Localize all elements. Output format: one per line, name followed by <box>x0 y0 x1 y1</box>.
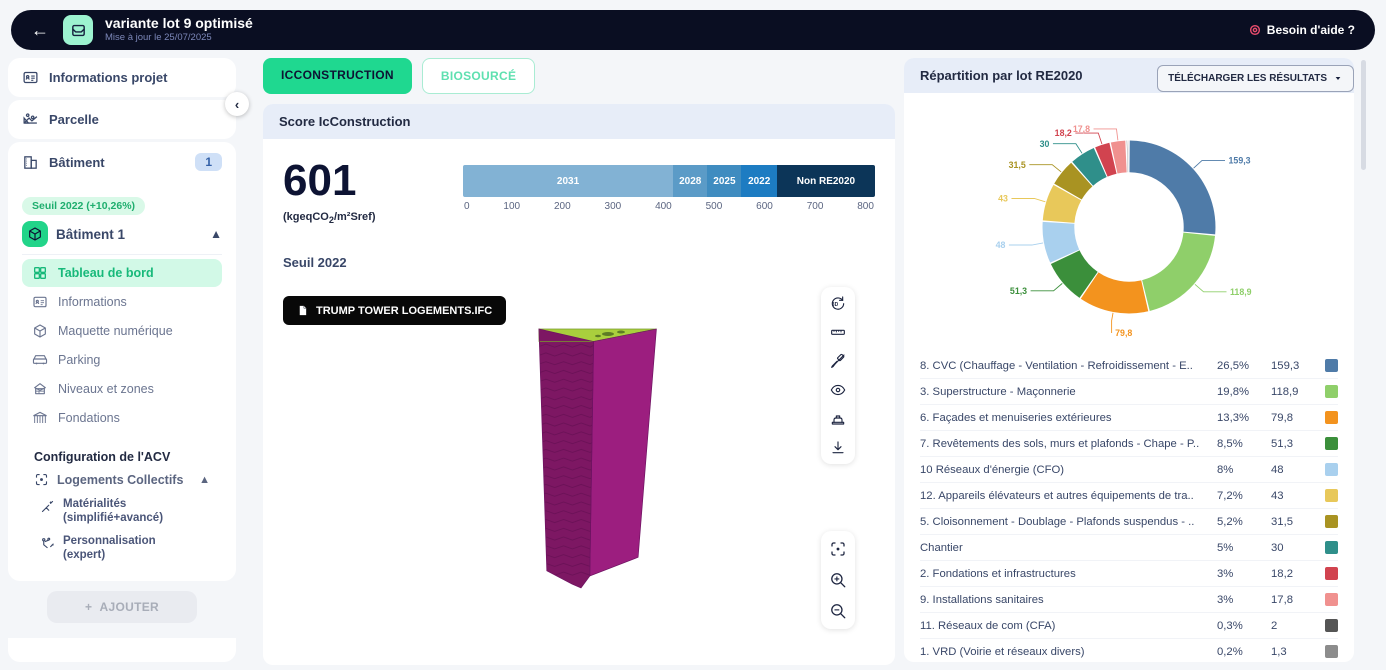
svg-text:18,2: 18,2 <box>1055 128 1072 138</box>
svg-text:31,5: 31,5 <box>1009 160 1026 170</box>
svg-text:118,9: 118,9 <box>1230 287 1252 297</box>
svg-text:79,8: 79,8 <box>1115 328 1132 338</box>
svg-text:51,3: 51,3 <box>1010 286 1027 296</box>
svg-text:17,8: 17,8 <box>1073 124 1090 134</box>
svg-text:159,3: 159,3 <box>1229 156 1251 166</box>
svg-text:43: 43 <box>998 194 1008 204</box>
svg-text:30: 30 <box>1040 139 1050 149</box>
svg-text:3D: 3D <box>832 302 839 308</box>
svg-text:48: 48 <box>996 240 1006 250</box>
